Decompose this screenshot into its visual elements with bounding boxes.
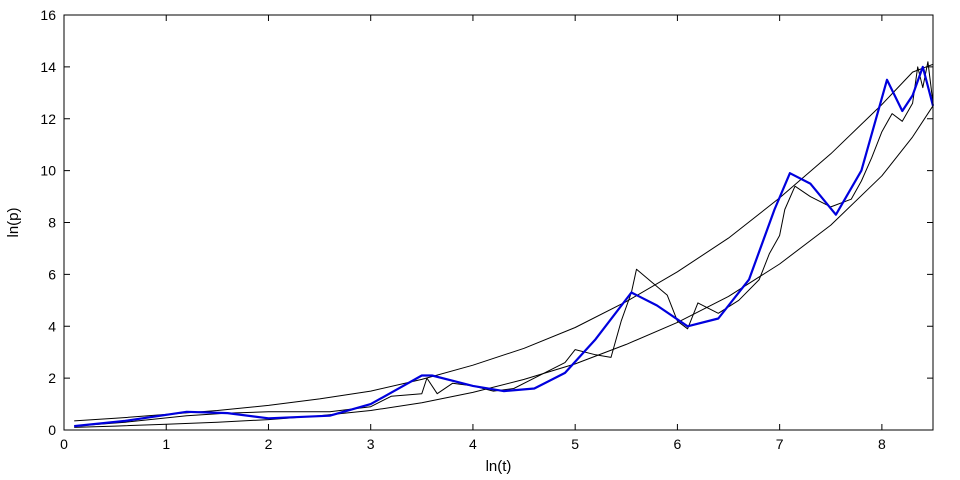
y-tick-label: 12 — [40, 111, 56, 127]
y-tick-label: 16 — [40, 7, 56, 23]
x-tick-label: 7 — [776, 436, 784, 452]
y-tick-label: 6 — [48, 266, 56, 282]
y-tick-label: 10 — [40, 163, 56, 179]
series-layer — [74, 61, 935, 428]
x-tick-label: 5 — [571, 436, 579, 452]
series-line-2 — [74, 61, 934, 427]
plot-frame — [63, 14, 934, 431]
x-tick-label: 8 — [878, 436, 886, 452]
y-axis: 0 2 4 6 8 10 12 14 16 — [40, 7, 933, 438]
x-tick-label: 2 — [265, 436, 273, 452]
y-tick-label: 0 — [48, 422, 56, 438]
x-tick-label: 6 — [674, 436, 682, 452]
x-tick-label: 3 — [367, 436, 375, 452]
y-tick-label: 4 — [48, 318, 56, 334]
x-axis-label: ln(t) — [486, 458, 512, 475]
y-tick-label: 8 — [48, 215, 56, 231]
y-tick-label: 14 — [40, 59, 56, 75]
x-axis: 0 1 2 3 4 5 6 7 8 — [60, 15, 886, 452]
x-tick-label: 0 — [60, 436, 68, 452]
x-tick-label: 1 — [162, 436, 170, 452]
series-line-1 — [74, 105, 934, 428]
y-tick-label: 2 — [48, 370, 56, 386]
y-axis-label: ln(p) — [5, 207, 22, 237]
series-line-3 — [74, 65, 935, 428]
x-tick-label: 4 — [469, 436, 477, 452]
series-line-0 — [74, 63, 934, 422]
